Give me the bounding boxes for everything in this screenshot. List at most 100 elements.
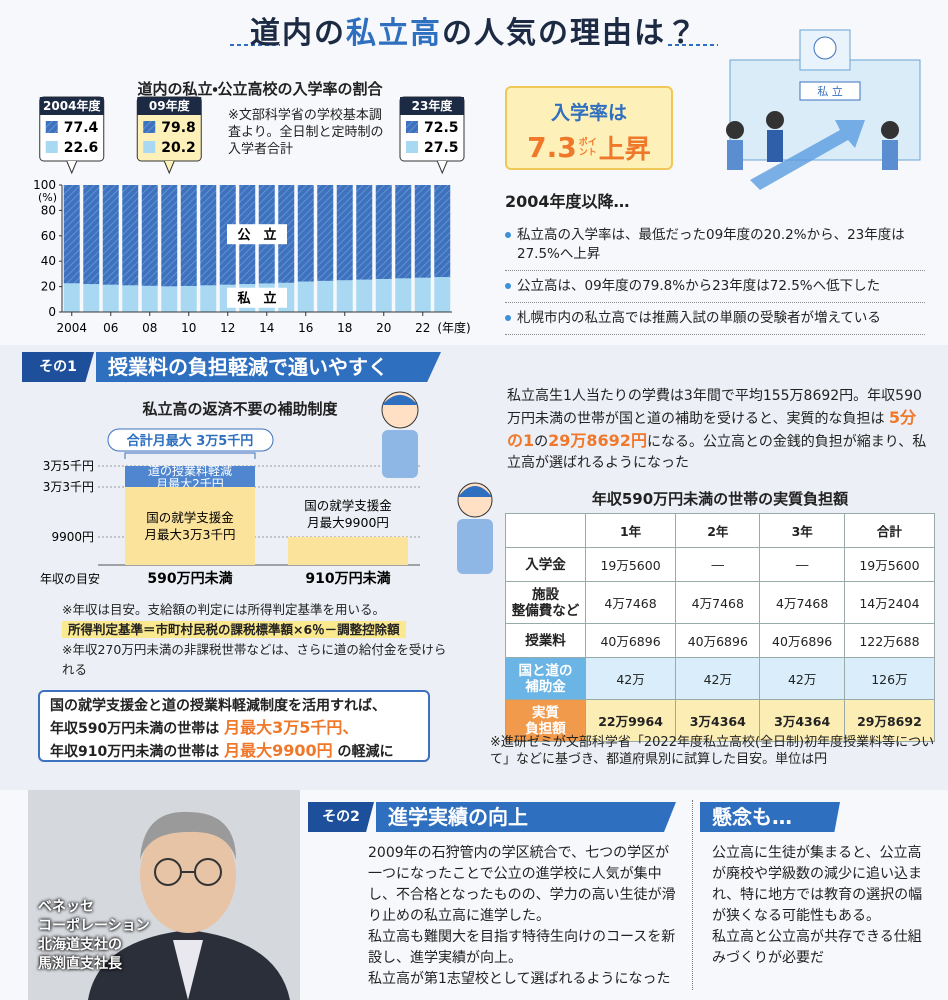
table-cell: 19万5600 (843, 547, 936, 582)
series-label: 公 立 (237, 227, 276, 243)
y-tick-label: 20 (41, 280, 56, 294)
legend-swatch (143, 121, 156, 133)
x-tick-label: 2004 (56, 321, 87, 335)
section-title: 授業料の負担軽減で通いやすく (96, 352, 441, 382)
row-label-line: 入学金 (525, 556, 566, 573)
table-row: 施設 整備費など 4万7468 4万7468 4万7468 14万2404 (505, 581, 936, 624)
y-tick-label: 40 (41, 254, 56, 268)
highlight-unit: ポイ ント (579, 138, 597, 158)
x-axis-label: (年度) (437, 321, 470, 335)
x-tick-label: 08 (142, 321, 157, 335)
callout-text: 年収590万円未満の世帯は (50, 721, 220, 737)
bar-segment (434, 185, 451, 278)
title-part: 道内の (250, 16, 346, 51)
bar-segment (375, 278, 392, 312)
summary-bullet: 札幌市内の私立高では推薦入試の単願の受験者が増えている (505, 303, 925, 335)
aid-segment-text: 月最大3万3千円 (145, 527, 236, 542)
row-label-line: 国と道の (518, 662, 573, 679)
bar-segment (161, 185, 178, 287)
bar-segment (414, 185, 431, 278)
bar-segment (297, 185, 314, 282)
x-tick-label: 06 (103, 321, 118, 335)
section-badge: その2 (308, 802, 374, 832)
y-tick-label: 80 (41, 203, 56, 217)
aid-title: 私立高の返済不要の補助制度 (142, 400, 338, 418)
chart-note: ※文部科学省の学校基本調査より。全日制と定時制の入学者合計 (228, 108, 384, 157)
x-tick-label: 16 (298, 321, 313, 335)
callout-pointer (436, 160, 448, 175)
row-label-line: 負担額 (525, 720, 566, 737)
x-tick-label: 14 (259, 321, 274, 335)
caption-line: 北海道支社の (38, 937, 122, 953)
school-illustration: 私 立 (726, 29, 921, 190)
callout-text: 国の就学支援金と道の授業料軽減制度を活用すれば、 (50, 698, 386, 714)
data-label: 22.6 (64, 140, 99, 156)
column-header: 1年 (584, 513, 677, 548)
table-cell: 122万688 (843, 623, 936, 658)
table-cell: 3万4364 (759, 699, 845, 742)
callout-emphasis: 月最大9900円 (224, 741, 333, 760)
x-tick-label: 10 (181, 321, 196, 335)
title-part: の人気の理由は？ (442, 16, 698, 51)
aid-segment-text: 道の授業料軽減 (148, 463, 232, 478)
paragraph-text: の (534, 434, 549, 450)
paragraph-text: になる。公立高との金銭的負担が縮まり、私立高が選ばれるようになった (507, 434, 927, 471)
note: ※年収270万円未満の非課税世帯などは、さらに道の給付金を受けられる (62, 642, 447, 677)
callout-head (137, 97, 202, 115)
callout-title: 09年度 (149, 98, 190, 113)
header-deco (230, 44, 718, 46)
bar-segment (102, 185, 119, 285)
section2-body: 2009年の石狩管内の学区統合で、七つの学区が一つになったことで公立の進学校に人… (368, 843, 680, 990)
caption-line: コーポレーション (38, 918, 150, 934)
table-row: 入学金 19万5600 ― ― 19万5600 (505, 547, 936, 582)
formula: 所得判定基準＝市町村民税の課税標準額×6％－調整控除額 (62, 621, 406, 638)
x-tick-label: 20 (376, 321, 391, 335)
callout-head (39, 97, 104, 115)
row-label-line: 整備費など (511, 602, 580, 619)
table-cell: 42万 (759, 657, 845, 700)
note: ※年収は目安。支給額の判定には所得判定基準を用いる。 (62, 602, 385, 617)
paragraph-text: 私立高生1人当たりの学費は3年間で平均155万8692円。年収590万円未満の世… (507, 388, 922, 427)
bar-segment (122, 285, 139, 312)
row-label: 入学金 (505, 547, 586, 582)
aid-column-label: 590万円未満 (147, 570, 232, 587)
row-label-line: 授業料 (525, 632, 566, 649)
series-label-bg (227, 287, 287, 308)
bar-segment (395, 278, 412, 312)
concern-body: 公立高に生徒が集まると、公立高が廃校や学級数の減少に追い込まれ、特に地方では教育… (712, 843, 934, 969)
table-cell: 42万 (675, 657, 761, 700)
callout-title: 23年度 (412, 98, 453, 113)
table-cell: ― (675, 547, 761, 582)
table-cell: 42万 (584, 657, 677, 700)
table-note: ※進研ゼミが文部科学省「2022年度私立高校(全日制)初年度授業料等について」な… (490, 735, 935, 767)
aid-level: 3万5千円 (43, 459, 94, 473)
body-paragraph: 私立高が第1志望校として選ばれるようになった (368, 971, 671, 987)
x-tick-label: 12 (220, 321, 235, 335)
bar-segment (180, 185, 197, 286)
row-label-line: 施設 (532, 586, 559, 603)
bar-segment (63, 283, 80, 312)
bar-segment (161, 286, 178, 312)
aid-callout: 国の就学支援金と道の授業料軽減制度を活用すれば、 年収590万円未満の世帯は 月… (38, 690, 430, 762)
bar-segment (336, 280, 353, 312)
callout-line: 年収590万円未満の世帯は 月最大3万5千円、 (50, 717, 418, 740)
highlight-line: 入学率は (550, 102, 627, 124)
callout-text: の軽減に (337, 744, 394, 760)
bar-segment (83, 185, 100, 285)
bar-segment (200, 185, 217, 286)
bar-segment (297, 281, 314, 312)
y-tick-label: 60 (41, 229, 56, 243)
callout-pointer (163, 160, 175, 175)
table-cell: 3万4364 (675, 699, 761, 742)
concern-title: 懸念も… (700, 802, 840, 832)
table-cell: 4万7468 (675, 581, 761, 624)
row-label: 国と道の 補助金 (505, 657, 586, 700)
callout-title: 2004年度 (43, 98, 100, 113)
bar-segment (336, 185, 353, 281)
y-axis-label: (%) (38, 191, 57, 204)
data-label: 20.2 (161, 140, 196, 156)
legend-swatch (45, 121, 58, 133)
aid-segment-text: 月最大9900円 (307, 515, 389, 530)
table-cell: 14万2404 (843, 581, 936, 624)
bar-segment (122, 185, 139, 286)
